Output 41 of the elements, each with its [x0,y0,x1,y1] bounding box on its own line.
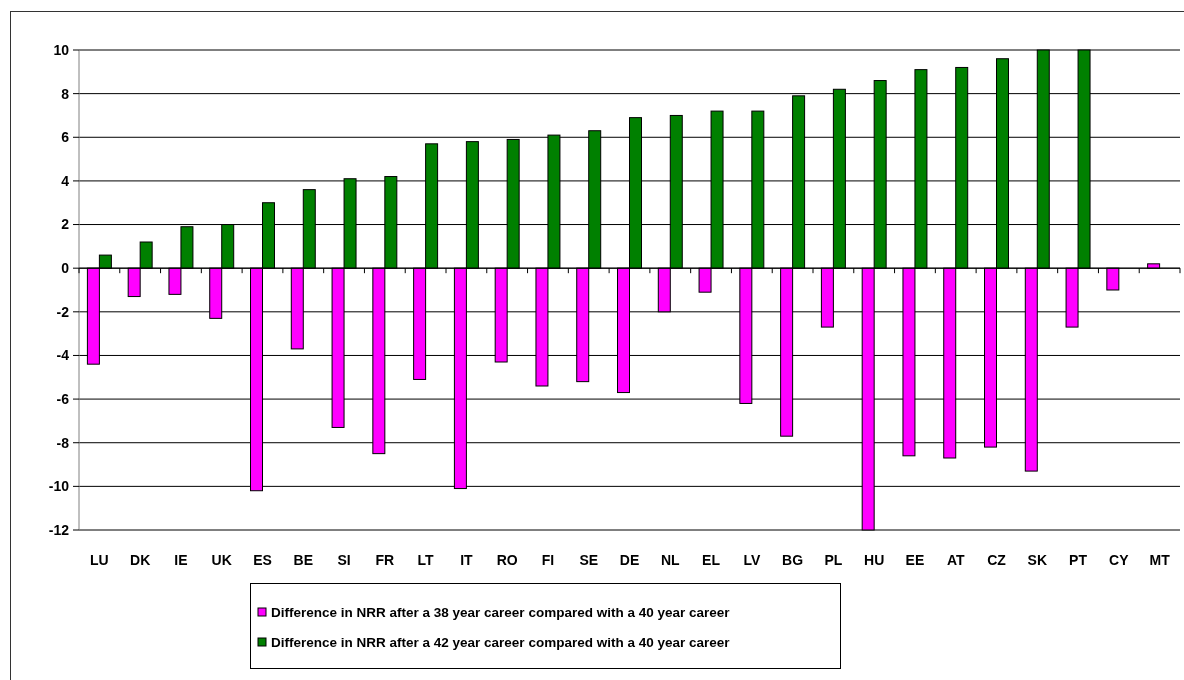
y-tick-label: -8 [56,434,70,451]
x-tick-label: BE [293,551,313,568]
y-tick-label: -10 [48,478,70,495]
x-tick-label: DK [130,551,151,568]
y-tick-label: 0 [61,260,70,277]
x-tick-label: IT [460,551,474,568]
x-tick-label: LT [417,551,435,568]
x-tick-label: HU [864,551,885,568]
x-tick-label: UK [211,551,232,568]
y-tick-label: -2 [56,303,70,320]
y-tick-label: -12 [48,521,70,538]
x-tick-label: LU [90,551,109,568]
x-tick-label: PL [824,551,843,568]
x-tick-label: NL [660,551,681,568]
x-tick-label: IE [174,551,188,568]
x-tick-label: ES [253,551,272,568]
y-tick-label: 2 [61,216,70,233]
legend-label: Difference in NRR after a 38 year career compared with a 40 year career [271,604,731,620]
x-tick-label: FR [375,551,395,568]
y-tick-label: 10 [53,41,70,58]
x-tick-label: BG [782,551,804,568]
y-tick-label: 8 [61,85,70,102]
y-tick-label: 6 [61,129,70,146]
x-tick-label: SE [579,551,599,568]
x-tick-label: MT [1149,551,1171,568]
x-tick-label: FI [541,551,555,568]
legend-label: Difference in NRR after a 42 year career compared with a 40 year career [271,634,731,650]
x-tick-label: CY [1109,551,1130,568]
y-tick-label: -4 [56,347,70,364]
x-tick-label: EL [702,551,721,568]
y-tick-label: -6 [56,390,70,407]
x-tick-label: EE [905,551,925,568]
x-tick-label: CZ [987,551,1007,568]
x-tick-label: SI [337,551,351,568]
x-tick-label: RO [496,551,518,568]
y-tick-label: 4 [61,172,70,189]
x-tick-label: LV [743,551,761,568]
x-tick-label: DE [619,551,640,568]
x-tick-label: PT [1069,551,1088,568]
x-tick-label: AT [946,551,965,568]
x-tick-label: SK [1027,551,1047,568]
